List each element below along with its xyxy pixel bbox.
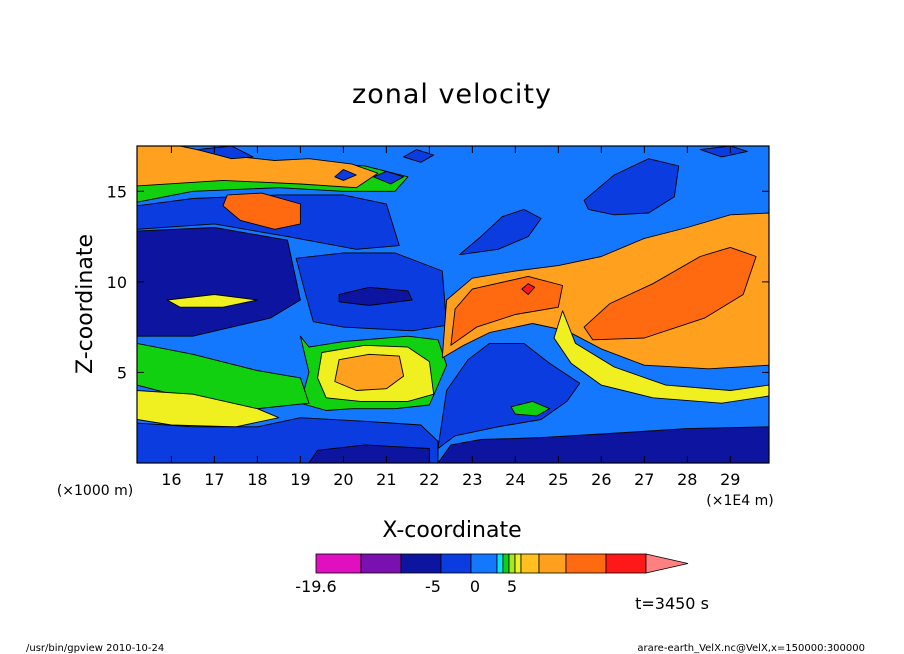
contour-region-13 — [137, 342, 310, 410]
colorbar-segment — [470, 553, 498, 574]
y-tick-label: 15 — [107, 182, 127, 201]
contour-region-27 — [196, 146, 254, 160]
x-tick-label: 19 — [290, 470, 310, 489]
contour-region-18 — [450, 275, 564, 346]
colorbar-segment — [360, 553, 402, 574]
contour-region-32 — [166, 294, 258, 308]
x-tick-label: 26 — [591, 470, 611, 489]
plot-frame — [136, 145, 770, 464]
colorbar-label: -5 — [425, 577, 441, 596]
contour-region-23 — [510, 400, 551, 417]
contour-region-17 — [441, 212, 769, 370]
chart-title: zonal velocity — [352, 79, 552, 110]
y-tick-label: 5 — [117, 363, 127, 382]
contour-region-20 — [521, 283, 536, 295]
contour-region-22 — [437, 426, 769, 463]
x-tick-label: 25 — [548, 470, 568, 489]
colorbar-segment — [565, 553, 607, 574]
footer-left: /usr/bin/gpview 2010-10-24 — [26, 643, 164, 654]
contour-region-25 — [458, 208, 542, 256]
x-tick-label: 17 — [204, 470, 224, 489]
colorbar-segment — [508, 553, 516, 574]
contour-region-9 — [338, 286, 413, 306]
colorbar-label: 0 — [470, 577, 480, 596]
contour-region-21 — [437, 342, 581, 449]
colorbar-segment — [605, 553, 647, 574]
contour-region-16 — [308, 444, 430, 463]
plot-area — [136, 145, 770, 464]
y-axis: 5 10 15 — [107, 182, 769, 382]
x-tick-label: 16 — [161, 470, 181, 489]
colorbar-segment — [520, 553, 540, 574]
colorbar-segment — [538, 553, 567, 574]
x-tick-label: 20 — [333, 470, 353, 489]
contour-region-30 — [403, 149, 435, 163]
contour-region-14 — [137, 390, 280, 428]
contour-region-28 — [334, 169, 357, 181]
contour-region-7 — [222, 192, 301, 230]
colorbar-segment — [315, 553, 362, 574]
x-tick-label: 18 — [247, 470, 267, 489]
x-tick-label: 28 — [677, 470, 697, 489]
y-unit-label: (×1000 m) — [57, 483, 133, 499]
colorbar-segment — [440, 553, 472, 574]
colorbar-segment — [502, 553, 510, 574]
time-label: t=3450 s — [635, 594, 709, 613]
contour-regions — [137, 146, 769, 463]
colorbar — [315, 553, 689, 574]
contour-region-31 — [699, 146, 748, 158]
contour-region-19 — [583, 246, 757, 341]
contour-region-12 — [334, 353, 405, 391]
x-unit-label: (×1E4 m) — [706, 493, 773, 509]
x-tick-label: 24 — [505, 470, 525, 489]
footer-right: arare-earth_VelX.nc@VelX,x=150000:300000 — [637, 643, 865, 654]
colorbar-segment — [400, 553, 442, 574]
contour-region-4 — [137, 227, 301, 337]
x-axis-title: X-coordinate — [382, 518, 521, 543]
colorbar-label: 5 — [507, 577, 517, 596]
x-axis: 16 17 18 19 20 21 22 23 24 25 26 27 28 29 — [161, 146, 740, 489]
x-tick-label: 21 — [376, 470, 396, 489]
x-tick-label: 23 — [462, 470, 482, 489]
colorbar-arrow — [645, 553, 689, 574]
y-tick-label: 10 — [107, 273, 127, 292]
colorbar-segment — [514, 553, 522, 574]
y-axis-title: Z-coordinate — [73, 234, 98, 374]
colorbar-label: -19.6 — [295, 577, 336, 596]
colorbar-segment — [496, 553, 504, 574]
x-tick-label: 29 — [720, 470, 740, 489]
colorbar-labels: -19.6 -5 0 5 — [295, 577, 517, 596]
contour-region-26 — [583, 158, 680, 216]
contour-region-24 — [553, 310, 769, 404]
contour-region-29 — [373, 170, 405, 185]
x-tick-label: 22 — [419, 470, 439, 489]
x-tick-label: 27 — [634, 470, 654, 489]
